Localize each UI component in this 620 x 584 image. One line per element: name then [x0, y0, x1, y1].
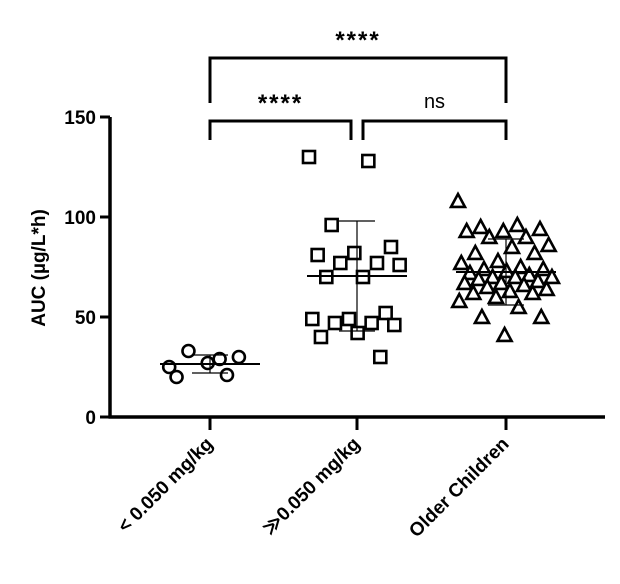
data-point [383, 239, 399, 255]
y-axis-label: AUC (µg/L*h) [29, 209, 50, 327]
data-point [181, 343, 196, 359]
data-point [497, 261, 516, 279]
data-point [347, 245, 362, 261]
data-point [471, 217, 490, 235]
data-point [466, 243, 485, 261]
data-point [231, 349, 247, 365]
data-point [387, 317, 402, 333]
data-point [525, 243, 544, 261]
y-tick-label: 150 [64, 108, 96, 129]
data-point [483, 267, 502, 285]
data-point [341, 311, 357, 327]
y-tick-label: 100 [64, 208, 96, 229]
data-point [516, 227, 536, 245]
data-point [486, 287, 506, 305]
data-point [506, 267, 525, 285]
x-tick-label: Older Children [405, 434, 513, 542]
data-point [450, 291, 469, 309]
data-point [350, 325, 365, 341]
data-point [514, 275, 534, 293]
data-point [455, 273, 474, 291]
y-tick-label: 50 [75, 308, 96, 329]
significance-label: **** [258, 90, 303, 117]
data-point [313, 329, 329, 345]
chart-marks [160, 149, 562, 385]
data-point [532, 307, 551, 325]
data-point [392, 257, 407, 273]
data-point [508, 215, 527, 233]
data-point [492, 273, 511, 291]
data-point [361, 153, 376, 169]
significance-label: **** [335, 27, 380, 54]
data-point [333, 255, 348, 271]
data-point [324, 217, 339, 233]
data-point [528, 271, 548, 289]
data-point [502, 237, 522, 255]
data-point [305, 311, 320, 327]
data-point [169, 369, 184, 385]
data-point [369, 255, 385, 271]
data-point [494, 221, 513, 239]
data-point [537, 279, 556, 297]
data-point [495, 325, 514, 343]
data-point [478, 277, 497, 295]
data-point [464, 283, 483, 301]
data-point [509, 297, 528, 315]
data-point [469, 269, 488, 287]
data-point [327, 315, 343, 331]
data-point [488, 251, 508, 269]
data-point [457, 221, 476, 239]
significance-brackets: **** **** ns [208, 27, 508, 140]
data-point [523, 283, 542, 301]
data-point [452, 253, 471, 271]
y-tick-label: 0 [85, 408, 96, 429]
data-point [472, 307, 492, 325]
significance-bracket [361, 119, 508, 140]
data-point [310, 247, 325, 263]
significance-label: ns [424, 91, 445, 113]
x-tick-label: < 0.050 mg/kg [114, 434, 217, 537]
x-tick-label: ≫0.050 mg/kg [259, 434, 365, 540]
data-point [372, 349, 388, 365]
data-point [364, 315, 379, 331]
data-point [378, 305, 393, 321]
significance-bracket [208, 56, 508, 103]
data-point [530, 219, 550, 237]
data-point [219, 367, 235, 383]
data-point [539, 235, 558, 253]
data-point [520, 265, 539, 283]
data-point [542, 267, 562, 285]
significance-bracket [208, 119, 353, 140]
data-point [448, 191, 468, 209]
data-point [301, 149, 317, 165]
data-point [480, 227, 499, 245]
